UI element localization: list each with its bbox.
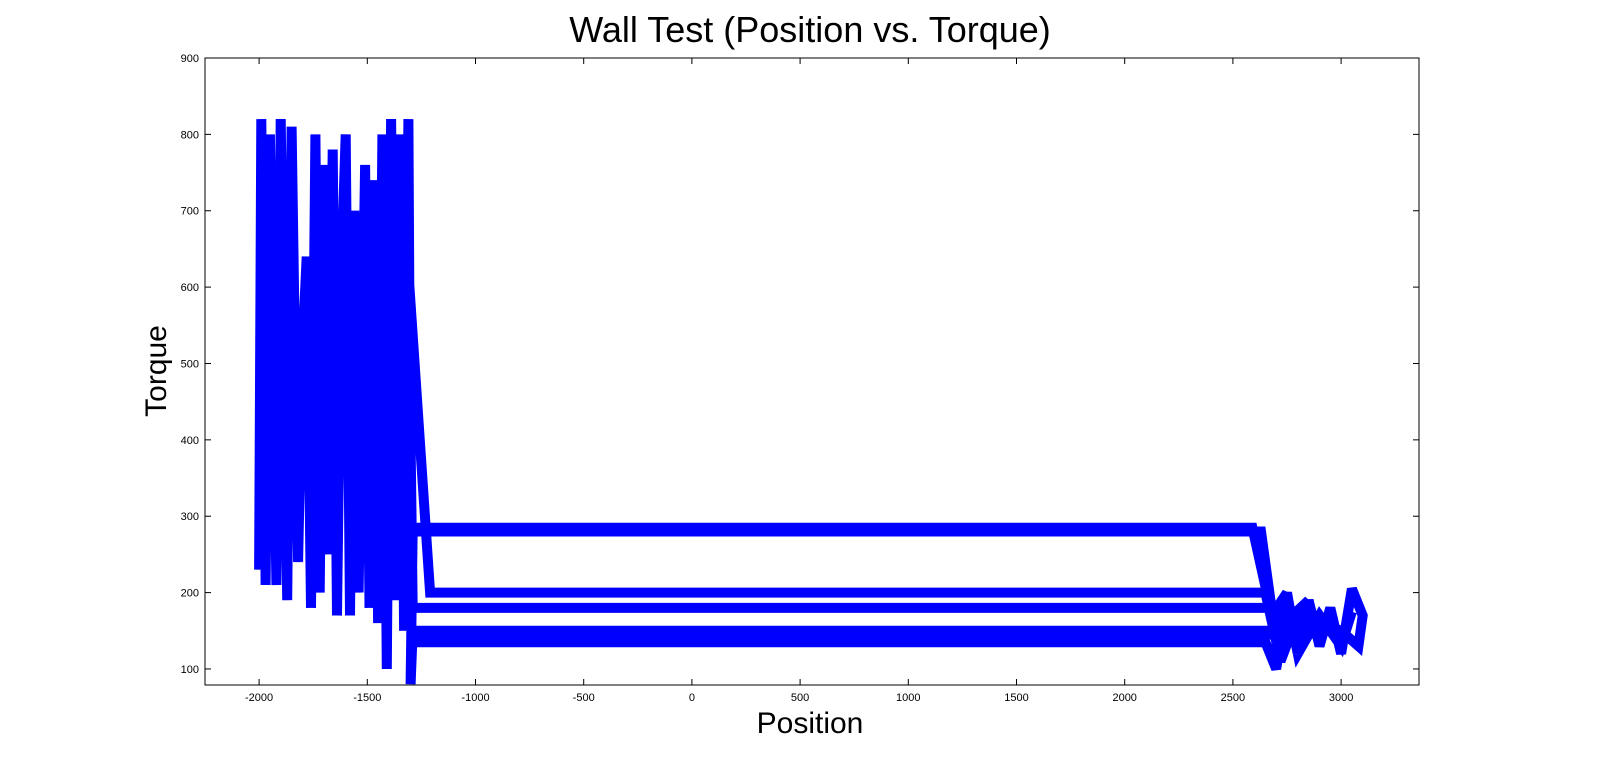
x-axis-label: Position	[757, 707, 864, 740]
x-tick-label: 1000	[896, 692, 920, 704]
y-tick-label: 600	[181, 282, 199, 294]
x-tick-label: 0	[689, 692, 695, 704]
y-axis-label: Torque	[140, 325, 173, 417]
x-tick-label: -1000	[461, 692, 489, 704]
y-tick-label: 100	[181, 664, 199, 676]
y-tick-label: 400	[181, 435, 199, 447]
x-tick-label: -1500	[353, 692, 381, 704]
x-tick-label: 3000	[1329, 692, 1353, 704]
x-tick-label: 2000	[1112, 692, 1136, 704]
x-tick-label: -2000	[245, 692, 273, 704]
plot-frame	[204, 57, 1420, 686]
x-tick-label: 1500	[1004, 692, 1028, 704]
chart-title: Wall Test (Position vs. Torque)	[569, 9, 1051, 50]
y-tick-label: 200	[181, 588, 199, 600]
y-tick-label: 300	[181, 511, 199, 523]
y-tick-label: 800	[181, 129, 199, 141]
data-line	[254, 119, 1368, 685]
y-tick-label: 900	[181, 53, 199, 65]
x-tick-label: 500	[791, 692, 809, 704]
x-tick-label: 2500	[1221, 692, 1245, 704]
y-tick-label: 700	[181, 206, 199, 218]
x-tick-label: -500	[573, 692, 595, 704]
y-tick-label: 500	[181, 358, 199, 370]
